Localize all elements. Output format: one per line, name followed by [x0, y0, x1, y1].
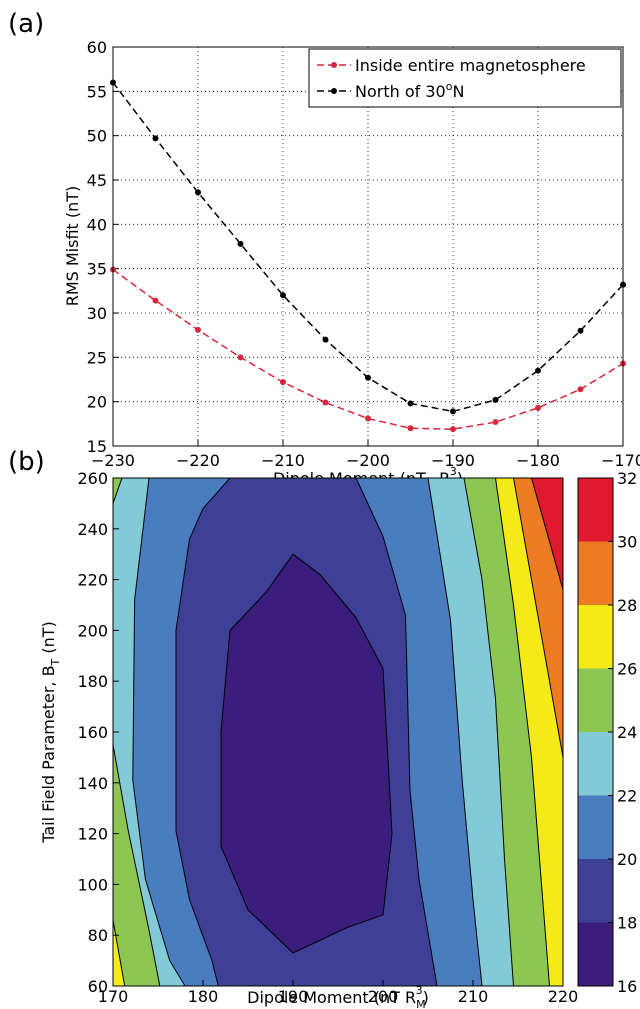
x-tick-label: 200 [368, 987, 399, 1006]
x-tick-label: −230 [91, 451, 135, 470]
label-part: (nT) [39, 621, 58, 658]
label-part: North of 30 [355, 82, 446, 101]
x-tick-label: −180 [516, 451, 560, 470]
y-tick-label: 120 [77, 825, 108, 844]
label-part: 3 [450, 465, 457, 478]
data-point [577, 386, 584, 393]
colorbar-band [578, 922, 613, 986]
plot-frame [112, 477, 564, 987]
x-tick-label: 180 [188, 987, 219, 1006]
y-tick-label: 160 [77, 723, 108, 742]
y-tick-label: 200 [77, 621, 108, 640]
y-tick-label: 20 [87, 393, 107, 412]
colorbar-band [578, 668, 613, 732]
plot-frame [112, 46, 624, 447]
y-tick-label: 240 [77, 520, 108, 539]
y-tick-label: 100 [77, 875, 108, 894]
data-point [152, 297, 159, 304]
colorbar-tick-label: 20 [617, 850, 637, 869]
colorbar-tick-label: 32 [617, 469, 637, 488]
contour-region [220, 553, 393, 954]
y-tick-label: 35 [87, 260, 107, 279]
label-part: M [416, 998, 426, 1009]
data-point [407, 425, 414, 432]
y-tick-label: 140 [77, 774, 108, 793]
y-tick-label: 220 [77, 571, 108, 590]
colorbar-tick-label: 22 [617, 787, 637, 806]
data-point [152, 135, 159, 142]
label-part: Dipole Moment (nT R [247, 988, 416, 1007]
panel-label: (b) [8, 447, 45, 477]
label-part: Tail Field Parameter, B [39, 665, 58, 843]
legend-box [308, 48, 622, 108]
colorbar-tick-label: 16 [617, 977, 637, 996]
colorbar-tick-label: 26 [617, 660, 637, 679]
y-tick-label: 60 [88, 977, 108, 996]
x-tick-label: −170 [601, 451, 640, 470]
colorbar-tick-label: 18 [617, 914, 637, 933]
colorbar-band [578, 732, 613, 796]
y-tick-label: 260 [77, 469, 108, 488]
y-axis-label: Tail Field Parameter, BT (nT) [39, 621, 62, 844]
data-point [535, 404, 541, 411]
legend-label: Inside entire magnetosphere [355, 56, 586, 75]
y-tick-label: 25 [87, 348, 107, 367]
x-tick-label: −200 [346, 451, 390, 470]
x-tick-label: 170 [98, 987, 129, 1006]
y-tick-label: 55 [87, 82, 107, 101]
x-tick-label: −210 [261, 451, 305, 470]
data-point [535, 367, 541, 374]
label-part: T [49, 658, 62, 666]
data-point [492, 419, 499, 426]
x-axis-label: Dipole Moment (nT RM3) [247, 984, 429, 1009]
colorbar-band [578, 541, 613, 605]
data-point [280, 292, 286, 299]
legend-label: North of 30oN [355, 80, 464, 101]
y-tick-label: 180 [77, 672, 108, 691]
data-point [322, 399, 329, 406]
y-axis-label: RMS Misfit (nT) [63, 186, 82, 307]
y-tick-label: 80 [88, 926, 108, 945]
label-part: ) [423, 988, 429, 1007]
data-point [450, 408, 456, 415]
panel-label: (a) [8, 9, 44, 39]
data-point [280, 379, 286, 386]
colorbar-tick-label: 28 [617, 596, 637, 615]
data-point [195, 189, 201, 196]
data-point [450, 426, 456, 433]
y-tick-label: 45 [87, 171, 107, 190]
x-tick-label: 190 [278, 987, 309, 1006]
y-tick-label: 60 [87, 38, 107, 57]
y-tick-label: 50 [87, 127, 107, 146]
x-tick-label: 220 [548, 987, 579, 1006]
colorbar-tick-label: 30 [617, 533, 637, 552]
data-point [322, 336, 329, 343]
data-point [365, 415, 371, 422]
data-point [237, 240, 244, 247]
x-tick-label: 210 [458, 987, 489, 1006]
legend-marker [331, 88, 337, 94]
colorbar-band [578, 478, 613, 542]
data-point [577, 327, 584, 334]
colorbar-band [578, 605, 613, 669]
data-point [237, 354, 244, 361]
data-point [492, 396, 499, 403]
y-tick-label: 40 [87, 215, 107, 234]
y-tick-label: 30 [87, 304, 107, 323]
label-part: 3 [416, 984, 423, 997]
x-tick-label: −220 [176, 451, 220, 470]
colorbar-band [578, 795, 613, 859]
y-tick-label: 15 [87, 437, 107, 456]
label-part: N [452, 82, 464, 101]
data-point [365, 374, 371, 381]
colorbar-band [578, 859, 613, 923]
x-tick-label: −190 [431, 451, 475, 470]
data-point [407, 400, 414, 407]
data-point [195, 326, 201, 333]
colorbar-tick-label: 24 [617, 723, 637, 742]
legend-marker [331, 62, 337, 68]
label-part: o [446, 80, 453, 93]
